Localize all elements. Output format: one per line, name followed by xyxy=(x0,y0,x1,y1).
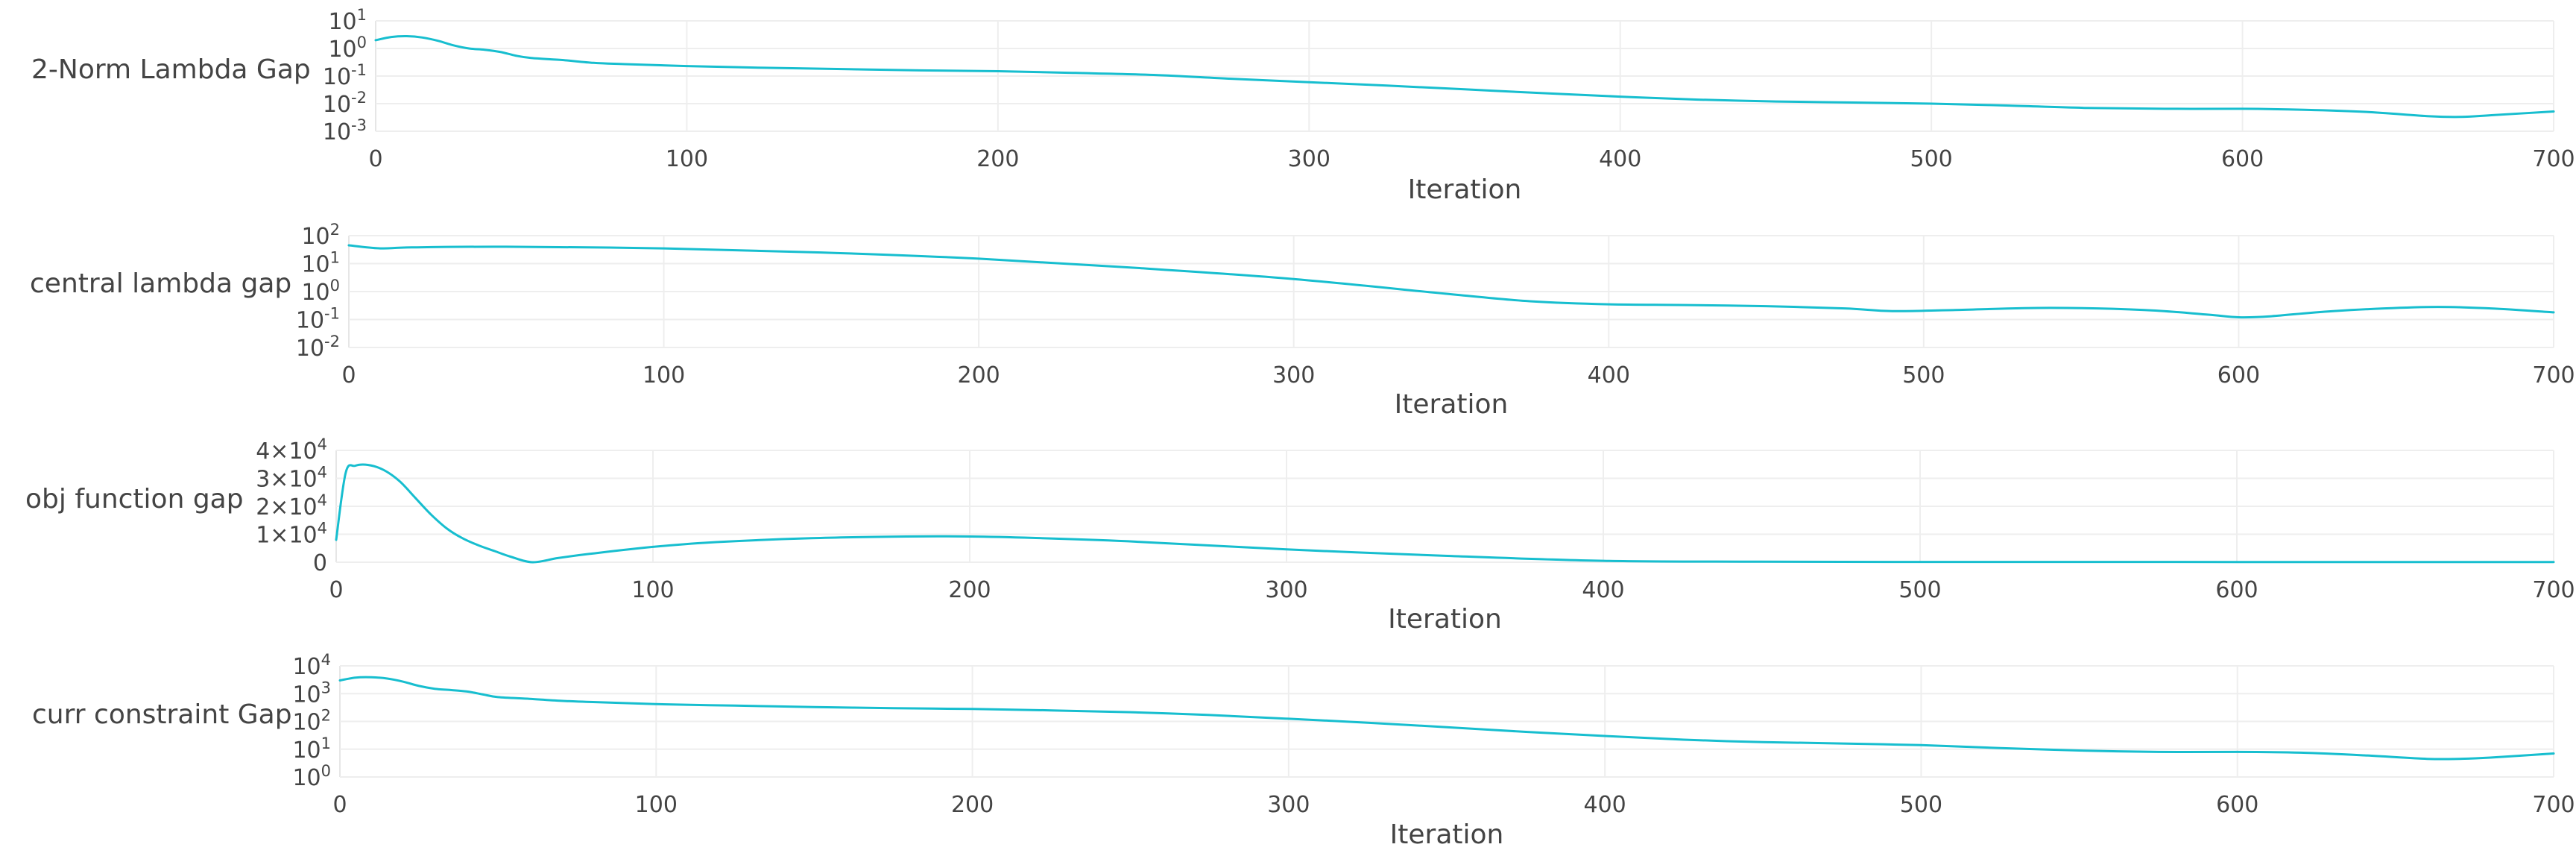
y-tick-label: 104 xyxy=(292,651,331,680)
y-tick-label: 10-2 xyxy=(323,89,367,118)
x-tick-label: 300 xyxy=(1288,146,1330,172)
y-tick-label: 1×104 xyxy=(256,520,327,549)
x-tick-label: 400 xyxy=(1582,577,1624,603)
y-tick-label: 100 xyxy=(292,762,331,791)
y-tick-label: 4×104 xyxy=(256,435,327,465)
y-tick-label: 100 xyxy=(301,277,340,306)
series-line xyxy=(335,463,2555,564)
x-tick-label: 600 xyxy=(2215,577,2258,603)
series-line xyxy=(338,676,2555,761)
x-tick-label: 300 xyxy=(1265,577,1307,603)
y-tick-label: 101 xyxy=(301,249,340,278)
x-tick-label: 100 xyxy=(631,577,674,603)
y-axis-label: obj function gap xyxy=(25,484,244,515)
x-tick-label: 100 xyxy=(635,792,678,818)
x-tick-label: 700 xyxy=(2532,792,2575,818)
series-line xyxy=(374,34,2555,119)
x-tick-label: 200 xyxy=(976,146,1019,172)
y-tick-label: 100 xyxy=(328,34,367,63)
y-axis-label: 2-Norm Lambda Gap xyxy=(31,54,311,85)
x-axis-title: Iteration xyxy=(1395,389,1509,420)
x-axis-title: Iteration xyxy=(1408,174,1522,205)
y-tick-label: 10-2 xyxy=(296,333,340,362)
x-tick-label: 0 xyxy=(341,362,356,388)
x-tick-label: 100 xyxy=(666,146,708,172)
x-tick-label: 300 xyxy=(1272,362,1315,388)
y-axis-label: central lambda gap xyxy=(30,268,291,299)
chart-panel-3: 0 100 200 300 400 500 600 70001×1042×1043×1044×… xyxy=(25,435,2575,635)
chart-panel-1: 0 100 200 300 400 500 600 70010-310-210-1100101… xyxy=(31,6,2575,205)
x-tick-label: 700 xyxy=(2532,362,2575,388)
x-tick-label: 400 xyxy=(1584,792,1626,818)
y-tick-label: 101 xyxy=(292,734,331,764)
x-tick-label: 300 xyxy=(1267,792,1310,818)
y-tick-label: 10-3 xyxy=(323,116,367,145)
chart-panel-2: 0 100 200 300 400 500 600 70010-210-1100101102I… xyxy=(30,221,2575,420)
series-line xyxy=(347,244,2555,319)
x-tick-label: 500 xyxy=(1898,577,1941,603)
y-tick-label: 10-1 xyxy=(296,305,340,334)
y-axis-label: curr constraint Gap xyxy=(32,699,292,730)
x-axis-title: Iteration xyxy=(1388,604,1502,635)
y-tick-label: 102 xyxy=(292,707,331,736)
x-tick-label: 200 xyxy=(948,577,991,603)
x-tick-label: 500 xyxy=(1910,146,1953,172)
y-tick-label: 10-1 xyxy=(323,61,367,90)
y-tick-label: 101 xyxy=(328,6,367,35)
y-tick-label: 0 xyxy=(313,550,327,576)
x-tick-label: 0 xyxy=(329,577,343,603)
x-tick-label: 400 xyxy=(1599,146,1641,172)
chart-panel-4: 0 100 200 300 400 500 600 700100101102103104Ite… xyxy=(32,651,2575,850)
x-tick-label: 400 xyxy=(1588,362,1630,388)
y-tick-label: 2×104 xyxy=(256,491,327,520)
x-tick-label: 100 xyxy=(643,362,685,388)
x-tick-label: 600 xyxy=(2216,792,2258,818)
y-tick-label: 103 xyxy=(292,679,331,708)
x-tick-label: 700 xyxy=(2532,146,2575,172)
y-tick-label: 3×104 xyxy=(256,464,327,493)
x-tick-label: 600 xyxy=(2221,146,2264,172)
x-tick-label: 200 xyxy=(951,792,994,818)
x-tick-label: 200 xyxy=(958,362,1000,388)
x-tick-label: 0 xyxy=(332,792,347,818)
x-tick-label: 700 xyxy=(2532,577,2575,603)
x-tick-label: 500 xyxy=(1900,792,1942,818)
x-axis-title: Iteration xyxy=(1390,819,1504,850)
y-tick-label: 102 xyxy=(301,221,340,250)
x-tick-label: 0 xyxy=(368,146,382,172)
x-tick-label: 500 xyxy=(1902,362,1945,388)
x-tick-label: 600 xyxy=(2217,362,2260,388)
